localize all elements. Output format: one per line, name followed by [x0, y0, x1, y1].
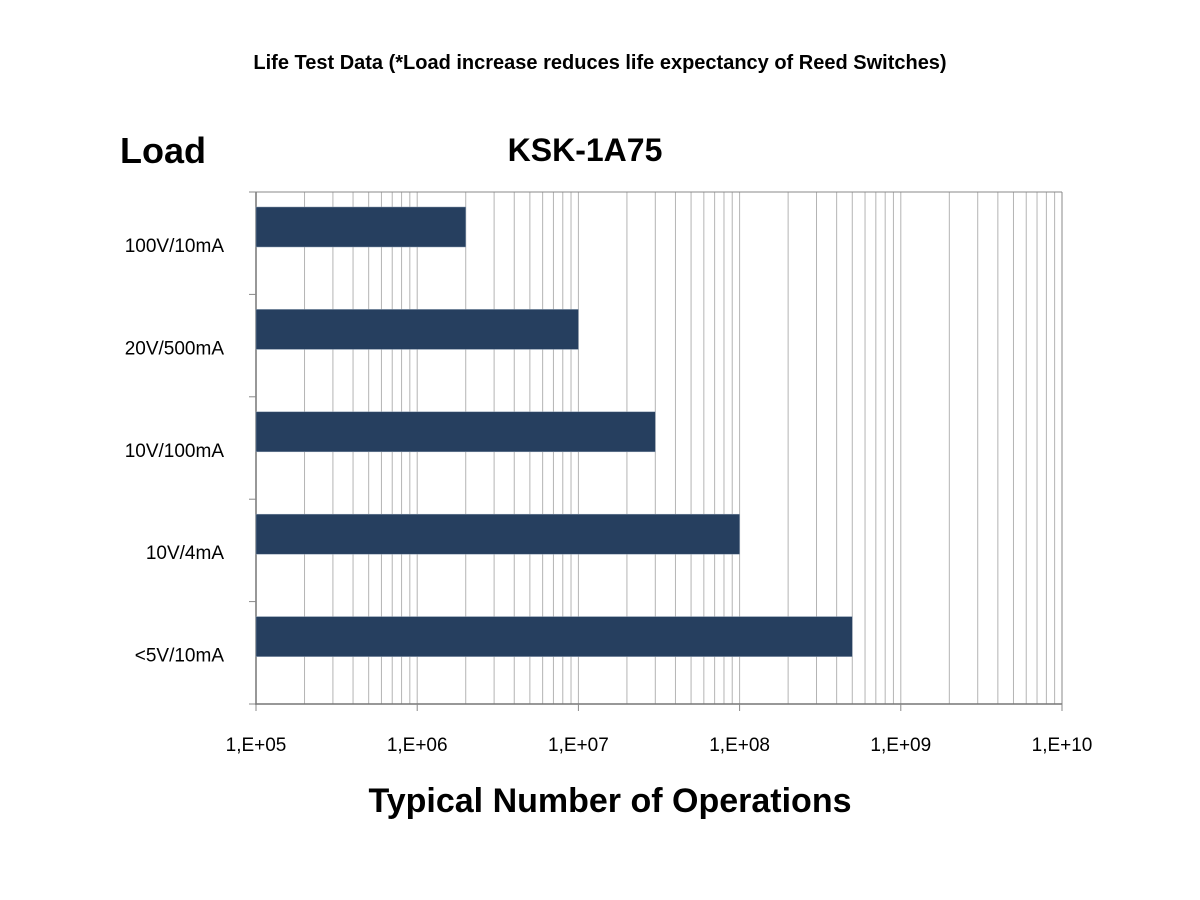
bar	[255, 206, 466, 248]
x-tick-label: 1,E+06	[387, 735, 448, 756]
y-tick-label: <5V/10mA	[135, 646, 225, 667]
x-tick-label: 1,E+07	[548, 735, 609, 756]
x-tick-label: 1,E+08	[709, 735, 770, 756]
y-tick-label: 10V/100mA	[125, 441, 225, 462]
y-tick-label: 10V/4mA	[146, 543, 224, 564]
x-axis-label: Typical Number of Operations	[368, 782, 852, 820]
chart-subtitle: KSK-1A75	[507, 132, 663, 168]
bar	[255, 616, 853, 657]
chart-title: Life Test Data (*Load increase reduces l…	[253, 52, 947, 74]
x-tick-label: 1,E+05	[226, 735, 287, 756]
y-tick-label: 20V/500mA	[125, 338, 225, 359]
x-tick-label: 1,E+09	[870, 735, 931, 756]
bar	[255, 513, 740, 555]
bar	[255, 411, 656, 453]
bar	[255, 309, 579, 350]
x-tick-label: 1,E+10	[1032, 735, 1093, 756]
y-tick-label: 100V/10mA	[125, 236, 225, 257]
y-axis-label: Load	[120, 130, 206, 171]
